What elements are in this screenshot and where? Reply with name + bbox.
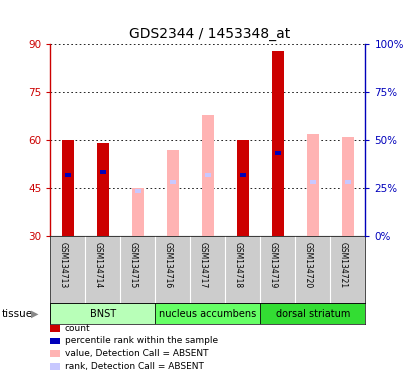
Bar [65,174,71,177]
Bar [170,180,176,184]
Text: rank, Detection Call = ABSENT: rank, Detection Call = ABSENT [65,362,204,371]
Bar [135,189,141,193]
Text: percentile rank within the sample: percentile rank within the sample [65,336,218,346]
Text: tissue: tissue [2,309,33,319]
Text: GSM134715: GSM134715 [129,242,138,288]
Text: ▶: ▶ [31,309,39,319]
Bar [167,150,179,236]
Bar [202,114,214,236]
Bar [307,134,319,236]
Bar [260,303,365,324]
Bar [62,140,74,236]
Text: GSM134720: GSM134720 [304,242,313,288]
Text: GSM134718: GSM134718 [234,242,243,288]
Bar [132,188,144,236]
Text: GDS2344 / 1453348_at: GDS2344 / 1453348_at [129,27,291,41]
Bar [155,303,260,324]
Text: GSM134714: GSM134714 [94,242,103,288]
Text: GSM134713: GSM134713 [59,242,68,288]
Bar [345,180,351,184]
Bar [237,140,249,236]
Bar [100,170,106,174]
Bar [272,51,284,236]
Text: BNST: BNST [90,309,116,319]
Text: GSM134721: GSM134721 [339,242,348,288]
Text: GSM134719: GSM134719 [269,242,278,288]
Text: dorsal striatum: dorsal striatum [276,309,350,319]
Bar [240,174,246,177]
Text: value, Detection Call = ABSENT: value, Detection Call = ABSENT [65,349,208,358]
Text: GSM134717: GSM134717 [199,242,208,288]
Bar [342,137,354,236]
Bar [275,151,281,155]
Bar [310,180,316,184]
Text: count: count [65,324,90,333]
Bar [50,303,155,324]
Text: GSM134716: GSM134716 [164,242,173,288]
Bar [97,143,109,236]
Bar [205,174,211,177]
Text: nucleus accumbens: nucleus accumbens [159,309,257,319]
